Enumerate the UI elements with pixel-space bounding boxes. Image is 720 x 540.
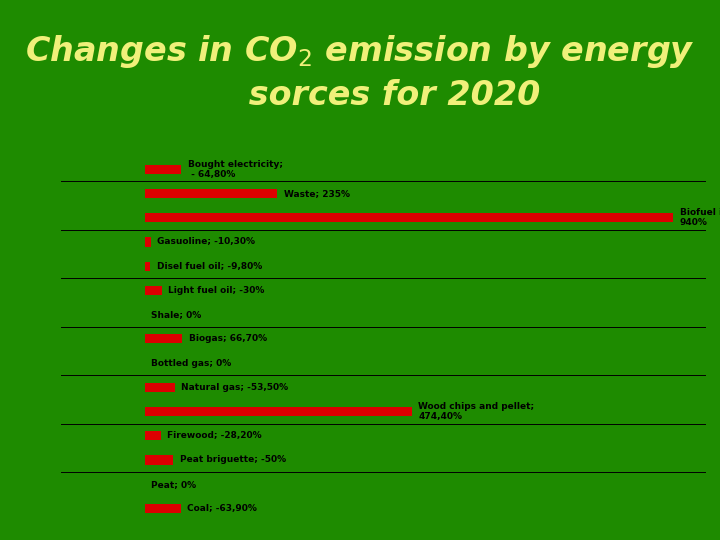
Bar [145,189,277,198]
Bar [145,455,173,464]
Text: Bottled gas; 0%: Bottled gas; 0% [151,359,232,368]
Bar [145,383,175,392]
Text: Peat briguette; -50%: Peat briguette; -50% [179,455,286,464]
Bar [145,165,181,174]
Text: Biogas; 66,70%: Biogas; 66,70% [189,334,267,343]
Bar [145,407,412,416]
Bar [145,504,181,513]
Bar [145,286,162,295]
Text: Disel fuel oil; -9,80%: Disel fuel oil; -9,80% [157,262,262,271]
Bar [145,238,150,247]
Text: Wood chips and pellet;
474,40%: Wood chips and pellet; 474,40% [418,402,534,421]
Text: Gasuoline; -10,30%: Gasuoline; -10,30% [157,238,255,246]
Text: Coal; -63,90%: Coal; -63,90% [187,504,257,513]
Text: Bought electricity;
 - 64,80%: Bought electricity; - 64,80% [188,160,283,179]
Bar [145,261,150,271]
Text: Waste; 235%: Waste; 235% [284,189,349,198]
Text: Biofuel in transport;
940%: Biofuel in transport; 940% [680,208,720,227]
Bar [145,334,182,343]
Text: Light fuel oil; -30%: Light fuel oil; -30% [168,286,265,295]
Text: Peat; 0%: Peat; 0% [151,480,197,489]
Text: Natural gas; -53,50%: Natural gas; -53,50% [181,383,289,392]
Bar [145,431,161,440]
Bar [145,213,673,222]
Text: Changes in CO$_2$ emission by energy
      sorces for 2020: Changes in CO$_2$ emission by energy sor… [25,33,695,112]
Text: Shale; 0%: Shale; 0% [151,310,202,319]
Text: Firewood; -28,20%: Firewood; -28,20% [167,431,262,440]
